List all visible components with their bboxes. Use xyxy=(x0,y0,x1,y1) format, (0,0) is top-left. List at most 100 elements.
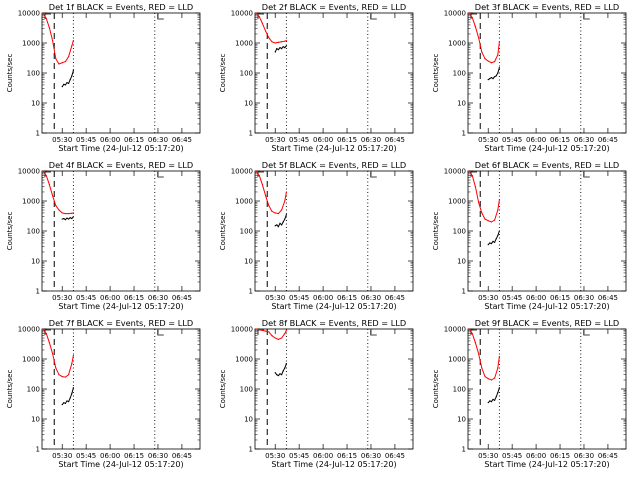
y-tick-label: 10 xyxy=(457,100,466,108)
data-point-lld xyxy=(471,17,473,19)
y-tick-label: 10 xyxy=(244,258,253,266)
data-point-events xyxy=(274,372,276,374)
panel-title: Det 3f BLACK = Events, RED = LLD xyxy=(475,2,619,12)
data-point-lld xyxy=(268,331,270,333)
x-tick-label: 06:45 xyxy=(172,136,192,144)
data-point-events xyxy=(487,402,489,404)
data-point-events xyxy=(495,75,497,77)
data-point-events xyxy=(279,47,281,49)
plot-frame xyxy=(41,170,201,292)
y-tick-label: 10000 xyxy=(18,168,40,176)
y-tick-label: 10000 xyxy=(18,10,40,18)
marker-bracket xyxy=(370,172,377,178)
x-tick-label: 06:30 xyxy=(148,136,168,144)
y-axis-label: Counts/sec xyxy=(219,370,227,409)
data-point-events xyxy=(279,373,281,375)
data-point-lld xyxy=(478,37,480,39)
data-point-lld xyxy=(258,16,260,18)
data-point-events xyxy=(280,48,283,50)
x-tick-label: 06:15 xyxy=(337,136,357,144)
y-tick-label: 1000 xyxy=(448,40,466,48)
y-axis-label: Counts/sec xyxy=(6,370,14,409)
y-tick-label: 10000 xyxy=(444,10,466,18)
data-point-lld xyxy=(484,58,486,60)
data-point-lld xyxy=(42,328,44,330)
x-tick-label: 06:45 xyxy=(385,452,405,460)
data-point-lld xyxy=(490,221,493,223)
data-point-lld xyxy=(487,378,489,380)
y-tick-label: 100 xyxy=(453,70,466,78)
marker-bracket xyxy=(257,13,264,19)
y-tick-label: 1 xyxy=(462,288,466,296)
x-tick-label: 06:45 xyxy=(172,294,192,302)
x-tick-label: 06:30 xyxy=(148,452,168,460)
data-point-lld xyxy=(45,175,47,177)
x-tick-label: 06:30 xyxy=(574,294,594,302)
data-point-events xyxy=(69,79,71,81)
data-point-events xyxy=(493,241,496,243)
data-point-lld xyxy=(478,201,480,203)
data-point-events xyxy=(492,240,494,243)
data-point-lld xyxy=(67,213,70,215)
series-line-lld xyxy=(255,12,287,44)
marker-bracket xyxy=(44,329,51,335)
plot-frame xyxy=(467,328,627,450)
data-point-lld xyxy=(52,353,54,355)
y-tick-label: 100 xyxy=(453,386,466,394)
data-point-lld xyxy=(481,51,483,53)
data-point-lld xyxy=(274,42,276,44)
y-tick-label: 10 xyxy=(31,100,40,108)
data-point-lld xyxy=(58,209,60,211)
x-tick-label: 05:30 xyxy=(265,294,285,302)
data-point-lld xyxy=(55,367,57,369)
y-tick-label: 1 xyxy=(249,130,253,138)
data-point-lld xyxy=(261,22,264,25)
data-point-events xyxy=(64,84,67,86)
panel-title: Det 1f BLACK = Events, RED = LLD xyxy=(49,2,193,12)
data-point-lld xyxy=(67,374,70,376)
y-tick-label: 1 xyxy=(462,446,466,454)
data-point-lld xyxy=(71,363,73,365)
data-point-lld xyxy=(490,62,493,64)
y-tick-label: 10000 xyxy=(231,326,253,334)
x-tick-label: 06:15 xyxy=(124,294,144,302)
data-point-events xyxy=(495,238,497,240)
data-point-lld xyxy=(481,367,483,369)
y-tick-label: 100 xyxy=(27,228,40,236)
data-point-events xyxy=(497,72,499,74)
data-point-lld xyxy=(42,12,44,14)
x-tick-label: 06:45 xyxy=(385,136,405,144)
data-point-lld xyxy=(487,60,489,62)
y-tick-label: 10 xyxy=(244,100,253,108)
marker-bracket xyxy=(157,14,164,20)
data-point-events xyxy=(66,400,68,402)
data-point-events xyxy=(493,76,496,78)
data-point-events xyxy=(284,367,286,369)
x-tick-label: 05:45 xyxy=(76,136,96,144)
data-point-lld xyxy=(280,41,283,43)
data-point-lld xyxy=(471,333,473,335)
y-tick-label: 1000 xyxy=(22,198,40,206)
x-axis-label: Start Time (24-Jul-12 05:17:20) xyxy=(58,144,183,153)
data-point-events xyxy=(72,216,74,218)
data-point-lld xyxy=(265,330,267,332)
x-tick-label: 05:45 xyxy=(289,452,309,460)
y-axis-label: Counts/sec xyxy=(219,54,227,93)
data-point-events xyxy=(276,224,278,226)
marker-bracket xyxy=(583,14,590,20)
y-axis-label: Counts/sec xyxy=(432,370,440,409)
data-point-lld xyxy=(280,337,283,339)
data-point-events xyxy=(71,75,73,77)
data-point-lld xyxy=(55,58,57,60)
x-tick-label: 06:45 xyxy=(385,294,405,302)
data-point-events xyxy=(67,82,70,85)
data-point-events xyxy=(72,387,74,389)
data-point-events xyxy=(285,45,287,47)
data-point-lld xyxy=(484,375,486,378)
x-axis-label: Start Time (24-Jul-12 05:17:20) xyxy=(484,144,609,153)
data-point-lld xyxy=(55,205,57,207)
data-point-lld xyxy=(468,170,470,172)
y-tick-label: 10000 xyxy=(444,168,466,176)
data-point-lld xyxy=(261,329,264,331)
